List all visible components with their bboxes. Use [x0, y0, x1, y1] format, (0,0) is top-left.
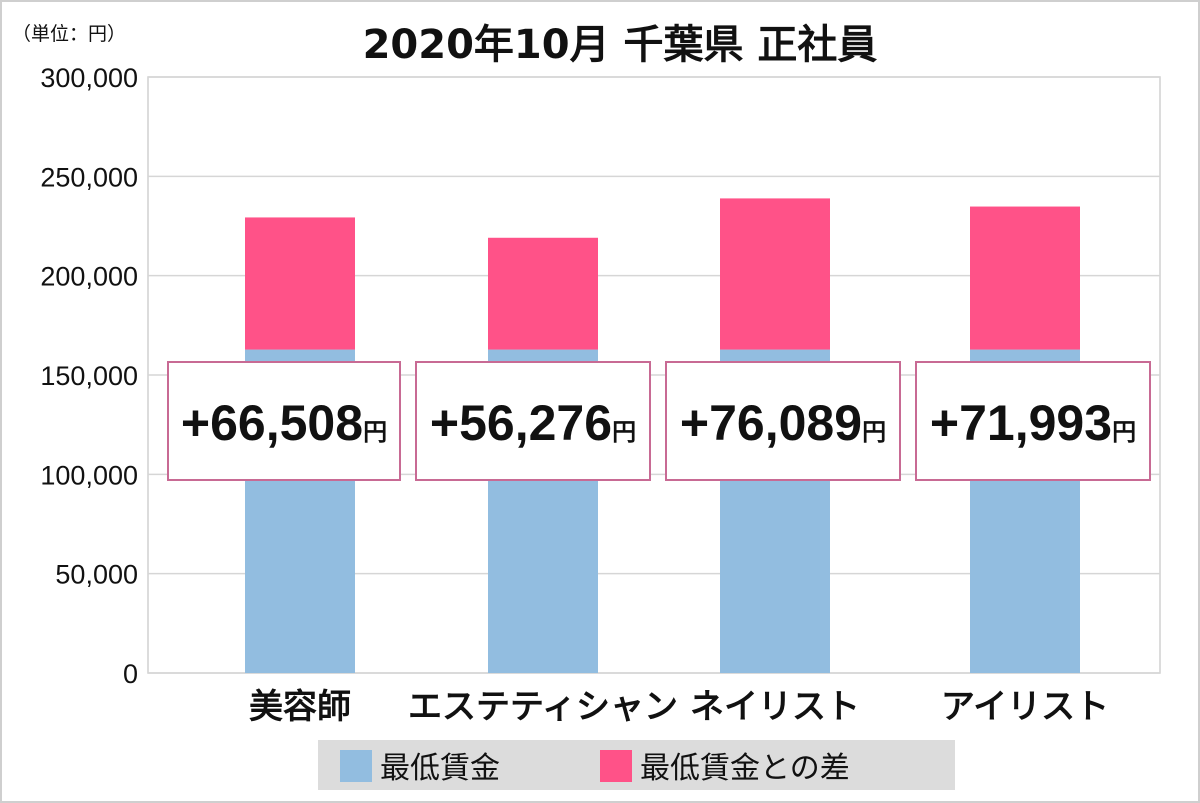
y-tick-label: 50,000 [55, 560, 138, 590]
data-label: +71,993円 [930, 395, 1136, 451]
y-tick-label: 250,000 [40, 162, 138, 192]
legend-swatch [600, 750, 632, 782]
bar-difference [720, 198, 830, 350]
bar-difference [245, 217, 355, 350]
legend [318, 740, 955, 790]
y-tick-label: 150,000 [40, 361, 138, 391]
y-tick-label: 300,000 [40, 63, 138, 93]
x-category-label: 美容師 [249, 687, 351, 727]
data-label: +66,508円 [181, 395, 387, 451]
data-label: +56,276円 [430, 395, 636, 451]
x-category-label: アイリスト [941, 687, 1109, 727]
data-label-box [915, 361, 1151, 481]
legend-label: 最低賃金との差 [640, 751, 850, 786]
bar-difference [970, 206, 1080, 350]
x-category-label: エステティシャン [408, 687, 678, 727]
x-category-label: ネイリスト [690, 687, 860, 727]
y-tick-label: 200,000 [40, 262, 138, 292]
data-label-box [167, 361, 401, 481]
legend-label: 最低賃金 [380, 751, 500, 786]
y-tick-label: 0 [123, 659, 138, 689]
data-label-box [415, 361, 651, 481]
legend-swatch [340, 750, 372, 782]
data-label: +76,089円 [680, 395, 886, 451]
data-label-box [665, 361, 901, 481]
bar-difference [488, 237, 598, 350]
y-tick-label: 100,000 [40, 460, 138, 490]
unit-label: （単位：円） [12, 23, 126, 45]
chart-title: 2020年10月 千葉県 正社員 [363, 22, 878, 68]
